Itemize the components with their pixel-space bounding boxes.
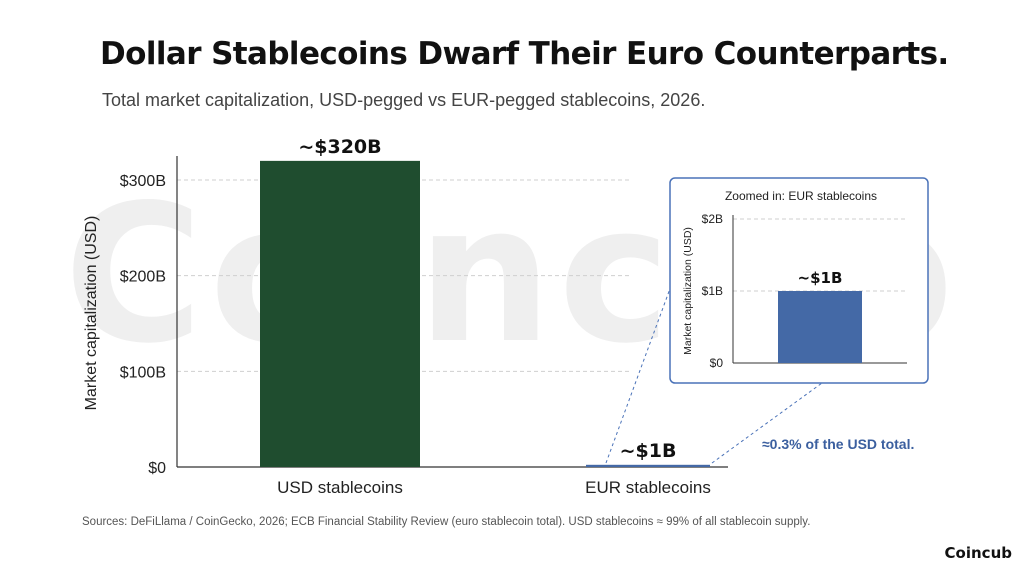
annotation: ≈0.3% of the USD total.: [762, 436, 914, 452]
y-tick-label: $300B: [120, 173, 166, 190]
zoom-inset-box: [669, 177, 929, 384]
data-label: ~$1B: [620, 440, 677, 462]
inset-data-label: ~$1B: [798, 269, 843, 287]
inset-title: Zoomed in: EUR stablecoins: [725, 189, 877, 203]
x-tick-label: EUR stablecoins: [585, 478, 711, 497]
page-subtitle: Total market capitalization, USD-pegged …: [102, 90, 706, 110]
zoom-connector: [605, 285, 672, 464]
y-tick-label: $200B: [120, 269, 166, 286]
x-tick-label: USD stablecoins: [277, 478, 403, 497]
sources-note: Sources: DeFiLlama / CoinGecko, 2026; EC…: [82, 516, 811, 528]
zoom-connector: [711, 382, 823, 464]
page-title: Dollar Stablecoins Dwarf Their Euro Coun…: [100, 36, 949, 72]
inset-bar-eur: [778, 291, 862, 363]
inset-y-axis-title: Market capitalization (USD): [682, 227, 694, 355]
brand-logo: Coincub: [944, 544, 1012, 562]
y-axis-title: Market capitalization (USD): [83, 216, 100, 411]
bar-usd: [260, 160, 420, 467]
y-tick-label: $100B: [120, 364, 166, 381]
inset-y-tick-label: $0: [710, 356, 724, 370]
data-label: ~$320B: [298, 136, 381, 158]
inset-y-tick-label: $1B: [702, 284, 723, 298]
inset-y-tick-label: $2B: [702, 212, 723, 226]
y-tick-label: $0: [148, 460, 166, 477]
bar-eur: [586, 464, 710, 467]
